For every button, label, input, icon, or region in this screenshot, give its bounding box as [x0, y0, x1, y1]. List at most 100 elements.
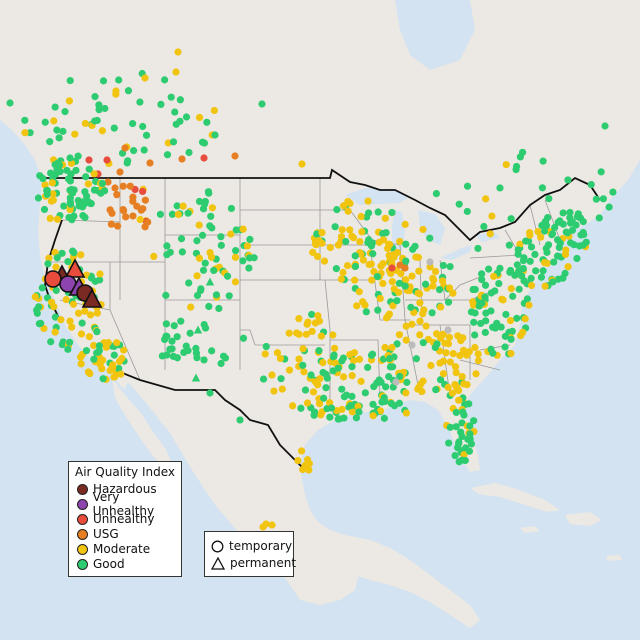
temporary-monitor-marker — [243, 242, 251, 250]
temporary-monitor-marker — [339, 373, 348, 381]
temporary-monitor-marker — [407, 303, 415, 311]
temporary-monitor-marker — [66, 177, 75, 185]
temporary-monitor-marker — [344, 207, 352, 215]
temporary-monitor-marker — [488, 212, 496, 220]
temporary-monitor-marker — [487, 289, 495, 297]
temporary-monitor-marker — [357, 377, 365, 385]
temporary-monitor-marker — [33, 309, 41, 317]
temporary-monitor-marker — [452, 368, 460, 377]
temporary-monitor-marker — [146, 159, 154, 167]
temporary-monitor-marker — [101, 104, 109, 113]
temporary-monitor-marker — [393, 248, 401, 257]
legend-title: Air Quality Index — [74, 465, 176, 479]
north-america-land — [0, 0, 640, 605]
temporary-monitor-marker — [368, 350, 377, 358]
temporary-monitor-marker — [512, 162, 521, 171]
temporary-monitor-marker — [141, 223, 149, 231]
temporary-monitor-marker — [412, 355, 421, 363]
temporary-monitor-marker — [568, 218, 576, 226]
temporary-monitor-marker — [115, 364, 123, 373]
temporary-monitor-marker — [474, 356, 483, 365]
temporary-monitor-marker — [331, 223, 339, 231]
legend-label: Unhealthy — [93, 512, 155, 526]
temporary-monitor-marker — [429, 274, 437, 282]
temporary-monitor-marker — [41, 118, 49, 126]
temporary-monitor-marker — [231, 152, 239, 160]
temporary-monitor-marker — [193, 237, 201, 245]
temporary-monitor-marker — [217, 241, 225, 249]
temporary-monitor-marker — [609, 188, 617, 196]
temporary-monitor-marker — [427, 361, 435, 370]
temporary-monitor-marker — [326, 243, 334, 252]
temporary-monitor-marker — [319, 359, 327, 367]
temporary-monitor-marker — [301, 386, 310, 394]
temporary-monitor-marker — [112, 87, 120, 95]
temporary-monitor-marker — [564, 263, 572, 271]
temporary-monitor-marker — [428, 309, 436, 317]
temporary-monitor-marker — [482, 195, 490, 203]
temporary-monitor-marker — [289, 402, 297, 410]
temporary-monitor-marker — [48, 179, 56, 187]
temporary-monitor-marker — [402, 336, 410, 344]
temporary-monitor-marker — [570, 241, 578, 249]
temporary-monitor-marker — [84, 180, 92, 188]
temporary-monitor-marker — [210, 106, 218, 115]
temporary-monitor-marker — [116, 168, 124, 176]
temporary-monitor-marker — [597, 168, 605, 176]
temporary-monitor-marker — [161, 76, 169, 84]
temporary-monitor-marker — [439, 370, 448, 378]
temporary-monitor-marker — [388, 208, 396, 217]
temporary-monitor-marker — [474, 350, 482, 358]
temporary-monitor-marker — [245, 264, 253, 272]
temporary-monitor-marker — [206, 389, 214, 397]
temporary-monitor-marker — [95, 342, 103, 350]
lake-erie — [440, 245, 472, 260]
temporary-monitor-marker — [478, 275, 486, 284]
temporary-monitor-marker — [173, 333, 181, 341]
cuba-land — [470, 483, 560, 512]
temporary-monitor-marker — [70, 248, 78, 257]
temporary-monitor-marker — [467, 440, 476, 448]
temporary-monitor-marker — [113, 339, 121, 347]
temporary-monitor-marker — [506, 266, 515, 275]
temporary-monitor-marker — [445, 439, 453, 447]
temporary-monitor-marker — [396, 372, 404, 381]
temporary-monitor-marker — [507, 335, 515, 343]
temporary-monitor-marker — [595, 214, 603, 222]
temporary-monitor-marker — [471, 331, 479, 339]
temporary-monitor-marker — [353, 302, 361, 310]
temporary-monitor-marker — [392, 378, 400, 386]
temporary-monitor-marker — [471, 343, 479, 352]
temporary-monitor-marker — [239, 334, 248, 342]
temporary-monitor-marker — [351, 252, 359, 260]
temporary-monitor-marker — [66, 205, 74, 214]
temporary-monitor-marker — [142, 131, 151, 139]
temporary-monitor-marker — [351, 276, 359, 284]
temporary-monitor-marker — [497, 323, 505, 331]
temporary-monitor-marker — [379, 260, 387, 268]
temporary-monitor-marker — [139, 187, 147, 196]
temporary-monitor-marker — [330, 351, 338, 359]
temporary-monitor-marker — [330, 344, 339, 352]
temporary-monitor-marker — [329, 367, 337, 375]
temporary-monitor-marker — [119, 207, 128, 215]
temporary-monitor-marker — [429, 282, 437, 290]
temporary-monitor-marker — [334, 415, 342, 423]
temporary-monitor-marker — [454, 444, 462, 452]
temporary-monitor-marker — [177, 317, 185, 325]
temporary-monitor-marker — [91, 93, 99, 101]
temporary-monitor-marker — [44, 260, 52, 268]
temporary-monitor-marker — [35, 303, 43, 311]
temporary-monitor-marker — [416, 317, 424, 325]
temporary-monitor-marker — [158, 352, 166, 360]
temporary-monitor-marker — [176, 117, 184, 125]
temporary-monitor-marker — [60, 202, 68, 210]
temporary-monitor-marker — [199, 266, 208, 274]
temporary-monitor-marker — [130, 147, 138, 155]
temporary-monitor-marker — [98, 127, 106, 135]
temporary-monitor-marker — [166, 345, 174, 353]
temporary-monitor-marker — [339, 268, 347, 277]
temporary-monitor-marker — [184, 209, 192, 217]
temporary-monitor-marker — [356, 237, 364, 246]
temporary-monitor-marker — [113, 222, 122, 230]
